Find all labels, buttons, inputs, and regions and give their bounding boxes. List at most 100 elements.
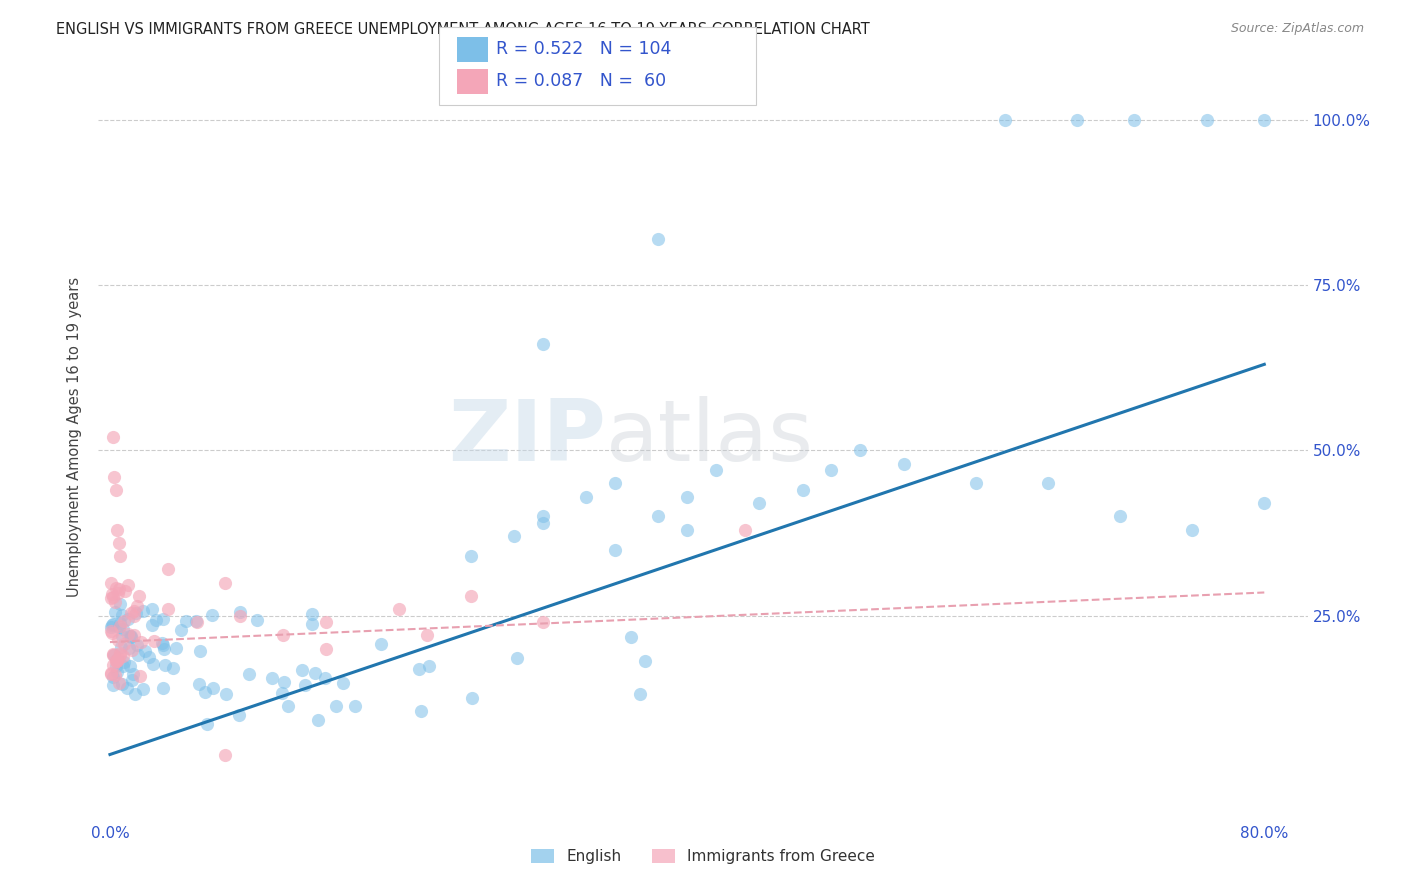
Point — [156, 602, 179, 616]
Point — [103, 469, 125, 483]
Point — [228, 707, 250, 722]
Point — [214, 575, 236, 590]
Point — [153, 657, 176, 672]
Point — [162, 661, 184, 675]
Point — [131, 682, 153, 697]
Point — [103, 648, 125, 663]
Point — [101, 625, 124, 640]
Text: atlas: atlas — [606, 395, 814, 479]
Y-axis label: Unemployment Among Ages 16 to 19 years: Unemployment Among Ages 16 to 19 years — [67, 277, 83, 597]
Point — [100, 666, 122, 681]
Point — [111, 629, 134, 643]
Point — [100, 624, 122, 638]
Point — [101, 678, 124, 692]
Point — [120, 629, 142, 643]
Point — [1253, 496, 1275, 510]
Point — [107, 585, 129, 599]
Point — [170, 623, 193, 637]
Point — [122, 609, 145, 624]
Point — [304, 666, 326, 681]
Point — [301, 616, 323, 631]
Point — [107, 620, 129, 634]
Point — [325, 698, 347, 713]
Point — [184, 614, 207, 628]
Point — [531, 516, 554, 530]
Point — [277, 698, 299, 713]
Point — [117, 681, 139, 695]
Point — [101, 658, 124, 673]
Point — [270, 685, 292, 699]
Point — [575, 490, 598, 504]
Point — [121, 673, 143, 687]
Point — [132, 604, 155, 618]
Point — [129, 669, 152, 683]
Point — [108, 597, 131, 611]
Point — [108, 646, 131, 660]
Point — [531, 337, 554, 351]
Point — [1066, 112, 1088, 127]
Point — [120, 630, 142, 644]
Point — [647, 509, 669, 524]
Point — [105, 654, 128, 668]
Point — [100, 575, 122, 590]
Point — [104, 595, 127, 609]
Point — [134, 644, 156, 658]
Point — [125, 638, 148, 652]
Point — [628, 687, 651, 701]
Point — [531, 615, 554, 630]
Point — [531, 509, 554, 524]
Point — [118, 640, 141, 655]
Point — [112, 648, 135, 663]
Point — [117, 627, 139, 641]
Point — [120, 607, 142, 621]
Point — [122, 604, 145, 618]
Point — [676, 490, 699, 504]
Point — [104, 483, 127, 497]
Point — [112, 614, 135, 628]
Point — [100, 667, 122, 681]
Point — [152, 612, 174, 626]
Point — [125, 599, 148, 613]
Point — [291, 663, 314, 677]
Point — [103, 670, 125, 684]
Point — [105, 523, 128, 537]
Point — [108, 648, 131, 662]
Point — [387, 602, 409, 616]
Point — [152, 681, 174, 695]
Point — [138, 650, 160, 665]
Point — [307, 713, 329, 727]
Point — [332, 675, 354, 690]
Point — [1123, 112, 1146, 127]
Point — [145, 613, 167, 627]
Point — [131, 635, 153, 649]
Text: R = 0.087   N =  60: R = 0.087 N = 60 — [496, 72, 666, 90]
Point — [273, 675, 295, 690]
Point — [461, 691, 484, 706]
Point — [238, 666, 260, 681]
Point — [111, 622, 134, 636]
Point — [150, 636, 173, 650]
Point — [127, 648, 149, 663]
Point — [186, 615, 208, 630]
Point — [229, 605, 252, 619]
Point — [370, 637, 392, 651]
Point — [100, 591, 122, 605]
Point — [104, 654, 127, 668]
Point — [142, 634, 165, 648]
Point — [107, 633, 129, 648]
Point — [114, 584, 136, 599]
Point — [174, 614, 197, 628]
Point — [128, 589, 150, 603]
Point — [748, 496, 770, 510]
Point — [112, 637, 135, 651]
Point — [118, 629, 141, 643]
Point — [603, 542, 626, 557]
Point — [111, 608, 134, 623]
Point — [101, 618, 124, 632]
Point — [1181, 523, 1204, 537]
Point — [194, 685, 217, 699]
Point — [416, 628, 439, 642]
Point — [117, 578, 139, 592]
Point — [110, 640, 132, 654]
Point — [271, 628, 294, 642]
